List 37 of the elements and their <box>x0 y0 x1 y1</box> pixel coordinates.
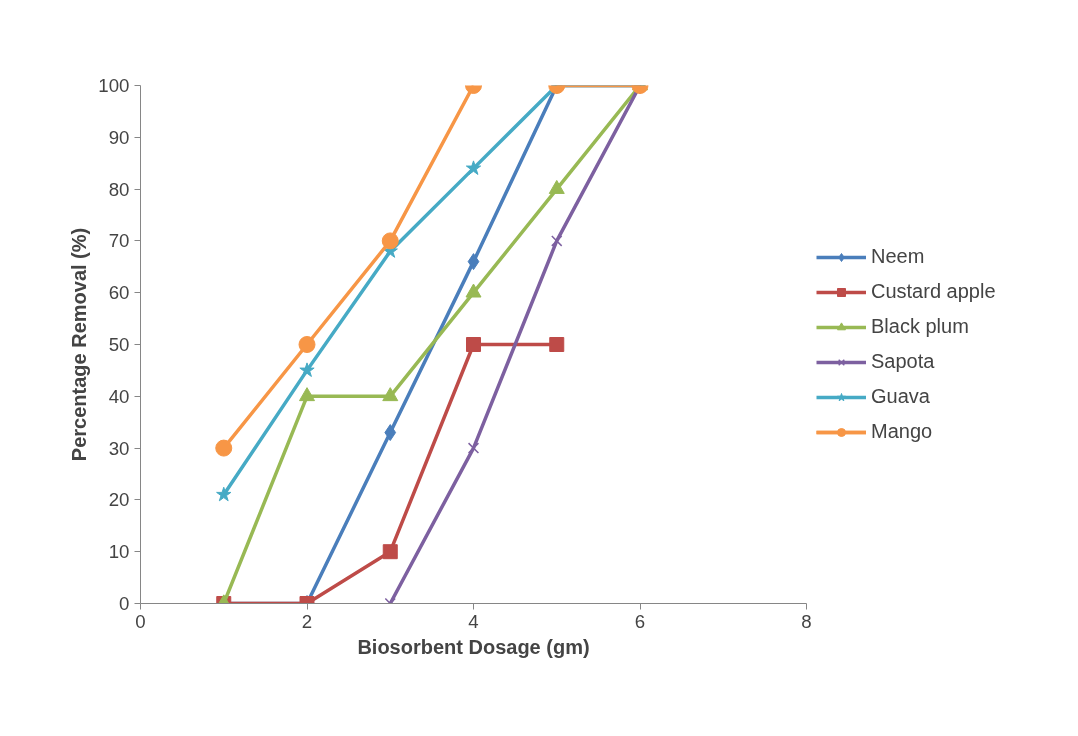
y-axis-title: Percentage Removal (%) <box>68 227 91 462</box>
y-tick-label: 70 <box>108 230 130 252</box>
point <box>384 424 397 442</box>
legend-label: Black plum <box>871 315 969 338</box>
x-axis-title: Biosorbent Dosage (gm) <box>357 635 590 658</box>
x-tick-label: 8 <box>801 610 812 632</box>
point <box>381 232 399 250</box>
point <box>298 336 316 353</box>
point <box>216 486 232 502</box>
point <box>467 253 480 271</box>
point <box>551 235 563 247</box>
legend-label: Neem <box>871 245 925 268</box>
y-tick-label: 30 <box>108 437 130 459</box>
point <box>215 439 233 457</box>
y-tick-label: 90 <box>108 126 130 148</box>
legend-label: Mango <box>871 420 933 443</box>
y-tick-label: 40 <box>108 385 130 407</box>
y-tick-label: 60 <box>108 282 130 304</box>
x-tick-label: 0 <box>135 610 146 632</box>
point <box>299 362 315 377</box>
y-tick-label: 20 <box>108 489 130 511</box>
y-tick-label: 80 <box>108 178 130 200</box>
x-tick-label: 6 <box>634 610 646 632</box>
legend-label: Guava <box>871 385 930 408</box>
y-tick-label: 50 <box>108 334 130 355</box>
x-tick-label: 2 <box>301 610 313 632</box>
point <box>467 442 480 454</box>
point <box>466 337 481 352</box>
point <box>382 387 399 402</box>
y-tick-label: 100 <box>98 75 130 96</box>
point <box>299 387 315 402</box>
y-tick-label: 10 <box>108 541 130 563</box>
point <box>549 337 565 352</box>
x-tick-label: 4 <box>468 610 479 632</box>
y-tick-label: 0 <box>119 593 130 614</box>
legend-label: Custard apple <box>871 280 996 303</box>
legend-label: Sapota <box>871 350 935 373</box>
